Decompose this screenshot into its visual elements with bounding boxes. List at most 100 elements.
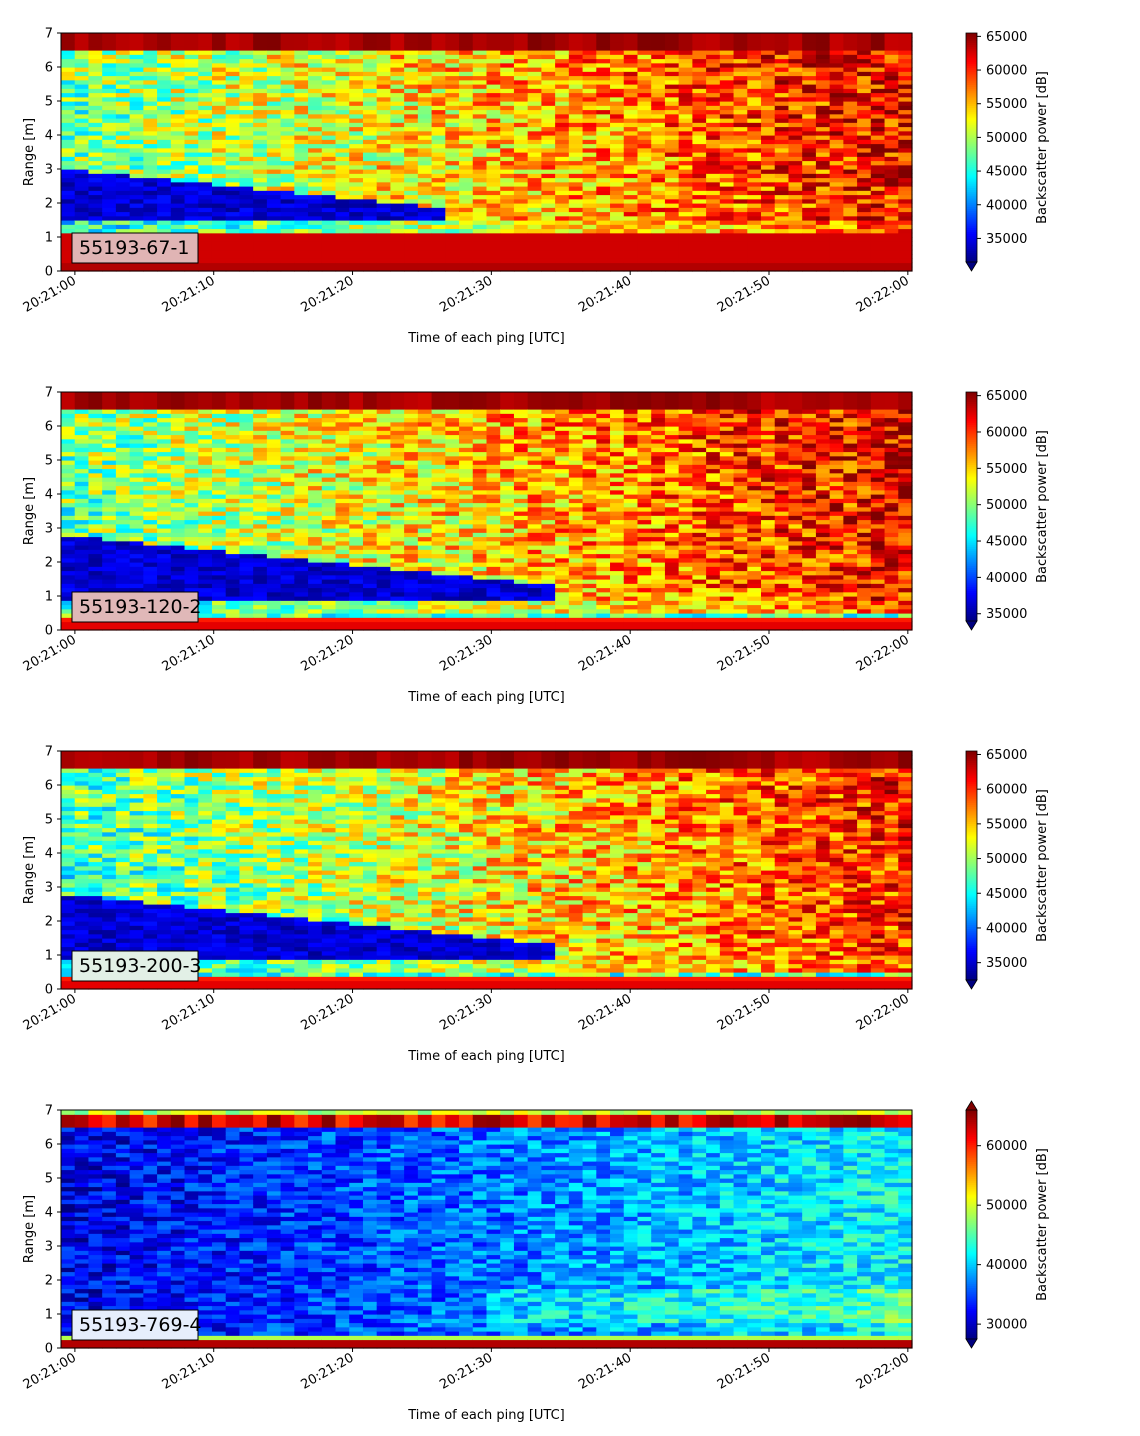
heatmap-cell	[157, 122, 172, 128]
heatmap-cell	[555, 237, 570, 242]
heatmap-cell	[61, 549, 76, 555]
heatmap-cell	[568, 33, 584, 38]
heatmap-cell	[102, 430, 117, 436]
heatmap-cell	[582, 190, 597, 196]
heatmap-cell	[129, 468, 144, 474]
heatmap-cell	[349, 536, 364, 542]
heatmap-cell	[335, 194, 350, 200]
heatmap-cell	[362, 62, 378, 68]
colorbar-segment	[966, 242, 977, 246]
y-tick-label: 6	[45, 61, 53, 76]
colorbar-segment	[966, 132, 977, 135]
heatmap-cell	[761, 96, 776, 102]
heatmap-cell	[376, 41, 392, 47]
heatmap-cell	[637, 71, 652, 77]
heatmap-cell	[362, 203, 378, 208]
heatmap-cell	[266, 169, 282, 174]
heatmap-cell	[706, 237, 721, 242]
colorbar-tick-label: 40000	[986, 198, 1027, 213]
heatmap-cell	[692, 237, 707, 242]
heatmap-cell	[253, 169, 268, 174]
heatmap-cell	[527, 147, 543, 153]
heatmap-cell	[870, 228, 886, 234]
heatmap-cell	[719, 41, 735, 47]
heatmap-cell	[61, 198, 76, 204]
colorbar-segment	[966, 199, 977, 202]
heatmap-cell	[582, 211, 597, 217]
heatmap-cell	[404, 122, 419, 128]
heatmap-cell	[280, 506, 295, 512]
heatmap-cell	[225, 443, 241, 448]
heatmap-cell	[74, 587, 90, 593]
heatmap-cell	[651, 203, 666, 208]
heatmap-cell	[376, 122, 392, 128]
heatmap-cell	[527, 190, 543, 196]
heatmap-cell	[102, 71, 117, 77]
heatmap-cell	[376, 224, 392, 230]
heatmap-cell	[472, 71, 488, 77]
heatmap-cell	[157, 528, 172, 533]
heatmap-cell	[184, 45, 199, 51]
heatmap-cell	[445, 198, 460, 204]
heatmap-cell	[555, 118, 570, 123]
heatmap-cell	[692, 156, 707, 162]
heatmap-cell	[61, 468, 76, 474]
heatmap-cell	[294, 118, 309, 123]
heatmap-cell	[857, 113, 872, 119]
heatmap-cell	[253, 194, 268, 200]
heatmap-cell	[527, 101, 543, 106]
heatmap-cell	[486, 105, 501, 111]
heatmap-cell	[129, 126, 144, 132]
heatmap-cell	[115, 215, 131, 221]
heatmap-cell	[362, 489, 378, 495]
heatmap-cell	[170, 194, 186, 200]
heatmap-cell	[266, 460, 282, 465]
heatmap-cell	[157, 515, 172, 521]
heatmap-cell	[211, 528, 227, 533]
heatmap-cell	[157, 485, 172, 491]
heatmap-cell	[417, 62, 433, 68]
heatmap-cell	[404, 181, 419, 187]
heatmap-cell	[362, 532, 378, 538]
heatmap-cell	[349, 130, 364, 136]
heatmap-cell	[706, 130, 721, 136]
heatmap-cell	[362, 617, 378, 623]
heatmap-cell	[706, 194, 721, 200]
heatmap-cell	[198, 566, 213, 572]
heatmap-cell	[198, 37, 213, 43]
x-tick-label: 20:21:20	[298, 273, 356, 315]
heatmap-cell	[225, 75, 241, 81]
heatmap-cell	[239, 220, 254, 225]
heatmap-cell	[362, 540, 378, 546]
heatmap-cell	[431, 58, 446, 64]
heatmap-cell	[266, 400, 282, 406]
heatmap-cell	[623, 84, 639, 89]
heatmap-cell	[198, 523, 213, 529]
heatmap-cell	[143, 169, 158, 174]
heatmap-cell	[294, 536, 309, 542]
heatmap-cell	[472, 181, 488, 187]
heatmap-cell	[664, 266, 680, 272]
heatmap-cell	[349, 254, 364, 259]
heatmap-cell	[266, 434, 282, 440]
heatmap-cell	[362, 566, 378, 572]
heatmap-cell	[88, 79, 103, 85]
heatmap-cell	[266, 438, 282, 444]
heatmap-cell	[623, 50, 639, 55]
heatmap-cell	[719, 232, 735, 238]
heatmap-cell	[362, 139, 378, 145]
heatmap-cell	[308, 417, 323, 423]
heatmap-cell	[321, 105, 337, 111]
heatmap-cell	[157, 409, 172, 414]
heatmap-cell	[88, 84, 103, 89]
heatmap-cell	[88, 41, 103, 47]
heatmap-cell	[815, 224, 831, 230]
heatmap-cell	[225, 181, 241, 187]
heatmap-cell	[761, 33, 776, 38]
heatmap-cell	[582, 79, 597, 85]
heatmap-cell	[266, 396, 282, 402]
heatmap-cell	[211, 224, 227, 230]
heatmap-cell	[431, 139, 446, 145]
heatmap-cell	[390, 101, 405, 106]
heatmap-cell	[266, 143, 282, 149]
